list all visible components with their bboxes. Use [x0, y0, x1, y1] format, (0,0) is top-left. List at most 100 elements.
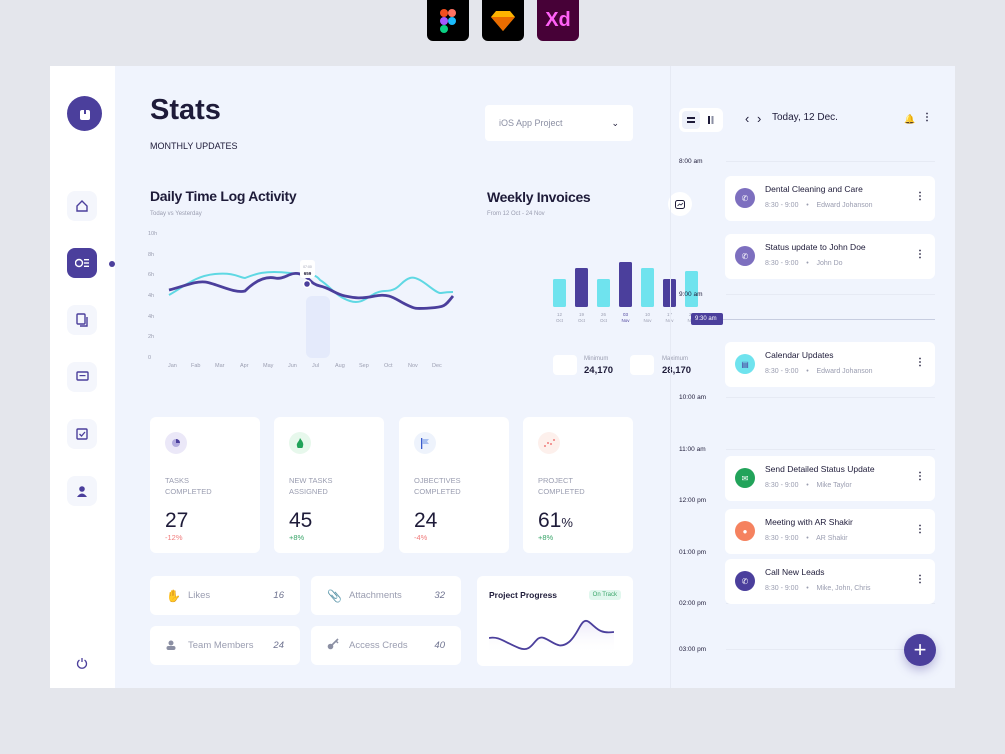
svg-text:Oct: Oct	[600, 318, 608, 323]
phone-icon: ✆	[735, 246, 755, 266]
svg-text:Apr: Apr	[240, 363, 249, 369]
home-icon	[76, 200, 88, 212]
logo[interactable]	[67, 96, 102, 131]
event-card[interactable]: ✆ Dental Cleaning and Care 8:30 - 9:00 • E…	[725, 176, 935, 221]
chart-options-button[interactable]	[668, 192, 692, 216]
attachments-card[interactable]: 📎 Attachments 32	[311, 576, 461, 615]
event-menu-icon: ⋮	[915, 191, 925, 202]
current-time-marker: 9:30 am	[691, 313, 723, 325]
documents-icon	[76, 313, 88, 327]
calendar-icon: ▤	[735, 354, 755, 374]
likes-card[interactable]: ✋ Likes 16	[150, 576, 300, 615]
svg-text:10: 10	[645, 312, 651, 317]
svg-text:Sep: Sep	[359, 363, 369, 369]
user-icon	[166, 639, 188, 653]
nav-home[interactable]	[67, 191, 97, 221]
team-members-card[interactable]: Team Members 24	[150, 626, 300, 665]
progress-sparkline	[489, 619, 614, 654]
event-card[interactable]: ✆ Status update to John Doe 8:30 - 9:00 • …	[725, 234, 935, 279]
svg-text:Oct: Oct	[578, 318, 586, 323]
message-icon	[75, 371, 89, 381]
svg-text:May: May	[263, 363, 274, 369]
page-title: Stats	[150, 94, 221, 126]
event-card[interactable]: ● Meeting with AR Shakir 8:30 - 9:00 • AR …	[725, 509, 935, 554]
svg-text:6h: 6h	[148, 272, 154, 278]
list-view-button[interactable]	[682, 111, 700, 129]
notification-bell-icon[interactable]: 🔔	[904, 114, 916, 124]
svg-text:Jul: Jul	[312, 363, 319, 369]
svg-text:4h: 4h	[148, 293, 154, 299]
mail-icon: ✉	[735, 468, 755, 488]
xd-icon: Xd	[537, 0, 579, 41]
power-icon	[76, 658, 88, 669]
event-menu-icon: ⋮	[915, 524, 925, 535]
event-card[interactable]: ✉ Send Detailed Status Update 8:30 - 9:00 …	[725, 456, 935, 501]
dashboard: Stats MONTHLY UPDATES iOS App Project ⌄ D…	[50, 66, 955, 688]
svg-text:2h: 2h	[148, 334, 154, 340]
event-card[interactable]: ✆ Call New Leads 8:30 - 9:00 • Mike, John,…	[725, 559, 935, 604]
svg-text:26: 26	[601, 312, 607, 317]
flag-icon	[414, 432, 436, 454]
active-indicator	[109, 261, 115, 267]
chevron-down-icon: ⌄	[611, 118, 619, 128]
page-subtitle: MONTHLY UPDATES	[150, 141, 238, 151]
daily-chart-subtitle: Today vs Yesterday	[150, 211, 202, 217]
max-indicator	[630, 355, 654, 375]
svg-text:Nov: Nov	[408, 363, 418, 369]
svg-text:19: 19	[579, 312, 585, 317]
stat-card-objectives[interactable]: OJBECTIVES COMPLETED 24 -4%	[399, 417, 509, 553]
svg-text:10h: 10h	[148, 231, 157, 237]
svg-text:07:00: 07:00	[303, 265, 312, 269]
more-options-icon[interactable]: ⋮	[922, 112, 932, 123]
logout-button[interactable]	[67, 648, 97, 678]
plus-icon: +	[913, 637, 927, 662]
access-creds-card[interactable]: Access Creds 40	[311, 626, 461, 665]
svg-text:Aug: Aug	[335, 363, 345, 369]
stat-card-new-tasks[interactable]: NEW TASKS ASSIGNED 45 +8%	[274, 417, 384, 553]
svg-text:Oct: Oct	[384, 363, 393, 369]
trend-icon	[675, 199, 685, 209]
columns-icon	[708, 116, 714, 124]
svg-text:0: 0	[148, 355, 151, 361]
nav-stats[interactable]	[67, 248, 97, 278]
nav-tasks[interactable]	[67, 419, 97, 449]
svg-text:17: 17	[667, 312, 673, 317]
project-progress-card[interactable]: Project Progress On Track	[477, 576, 633, 666]
svg-text:Jun: Jun	[288, 363, 297, 369]
next-day-button[interactable]: ›	[757, 111, 762, 126]
nav-profile[interactable]	[67, 476, 97, 506]
clap-icon: ✋	[166, 588, 181, 603]
stat-card-tasks[interactable]: TASKS COMPLETED 27 -12%	[150, 417, 260, 553]
status-badge: On Track	[588, 590, 621, 600]
calendar-date: Today, 12 Dec.	[772, 112, 838, 123]
svg-text:Nov: Nov	[643, 318, 652, 323]
prev-day-button[interactable]: ‹	[745, 111, 750, 126]
svg-text:Nov: Nov	[665, 318, 674, 323]
svg-text:Nov: Nov	[621, 318, 630, 323]
svg-text:12: 12	[557, 312, 563, 317]
svg-text:Mar: Mar	[215, 363, 225, 369]
phone-icon: ✆	[735, 188, 755, 208]
add-event-button[interactable]: +	[904, 634, 936, 666]
event-menu-icon: ⋮	[915, 471, 925, 482]
pie-icon	[165, 432, 187, 454]
svg-text:659: 659	[304, 271, 312, 276]
daily-time-log-chart: 10h 8h 6h 4h 2h 0 4h Jan Fab Mar Apr May Jun Jul Aug…	[148, 231, 455, 369]
column-view-button[interactable]	[702, 111, 720, 129]
nav-messages[interactable]	[67, 362, 97, 392]
event-menu-icon: ⋮	[915, 249, 925, 260]
project-select[interactable]: iOS App Project ⌄	[485, 105, 633, 141]
checkbox-icon	[76, 428, 88, 440]
nav-documents[interactable]	[67, 305, 97, 335]
user-icon	[77, 486, 87, 497]
fire-icon	[289, 432, 311, 454]
event-menu-icon: ⋮	[915, 357, 925, 368]
svg-text:Fab: Fab	[191, 363, 200, 369]
event-card[interactable]: ▤ Calendar Updates 8:30 - 9:00 • Edward Jo…	[725, 342, 935, 387]
calendar-panel: ‹ › Today, 12 Dec. 🔔 ⋮ 8:00 am 9:00 am 9…	[670, 66, 955, 688]
main-content: Stats MONTHLY UPDATES iOS App Project ⌄ D…	[115, 66, 698, 688]
phone-icon: ✆	[735, 571, 755, 591]
stat-card-project[interactable]: PROJECT COMPLETED 61% +8%	[523, 417, 633, 553]
svg-text:Jan: Jan	[168, 363, 177, 369]
daily-chart-title: Daily Time Log Activity	[150, 188, 297, 204]
